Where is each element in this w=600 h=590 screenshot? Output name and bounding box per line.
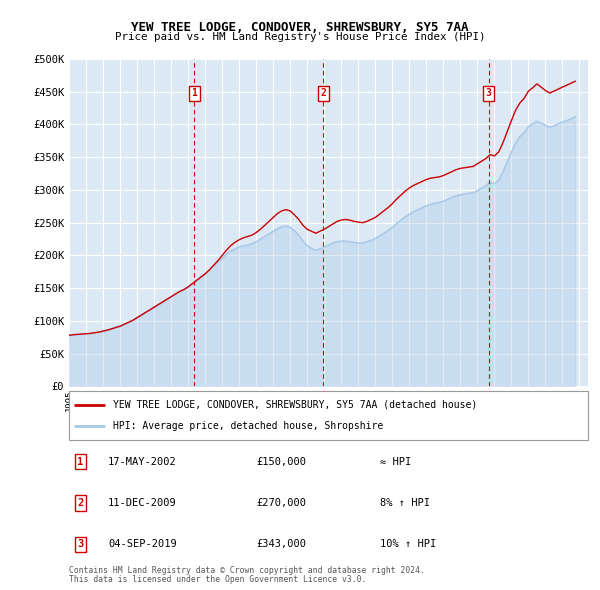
Text: 1: 1: [77, 457, 83, 467]
Text: 8% ↑ HPI: 8% ↑ HPI: [380, 498, 430, 508]
Text: Contains HM Land Registry data © Crown copyright and database right 2024.: Contains HM Land Registry data © Crown c…: [69, 566, 425, 575]
Text: £343,000: £343,000: [256, 539, 306, 549]
Text: YEW TREE LODGE, CONDOVER, SHREWSBURY, SY5 7AA: YEW TREE LODGE, CONDOVER, SHREWSBURY, SY…: [131, 21, 469, 34]
Text: 3: 3: [486, 88, 492, 99]
Text: 3: 3: [77, 539, 83, 549]
Text: 2: 2: [320, 88, 326, 99]
Text: 11-DEC-2009: 11-DEC-2009: [108, 498, 176, 508]
Text: 1: 1: [191, 88, 197, 99]
Text: 17-MAY-2002: 17-MAY-2002: [108, 457, 176, 467]
Text: 10% ↑ HPI: 10% ↑ HPI: [380, 539, 437, 549]
Text: 2: 2: [77, 498, 83, 508]
Text: This data is licensed under the Open Government Licence v3.0.: This data is licensed under the Open Gov…: [69, 575, 367, 584]
Text: ≈ HPI: ≈ HPI: [380, 457, 412, 467]
Text: £150,000: £150,000: [256, 457, 306, 467]
Text: HPI: Average price, detached house, Shropshire: HPI: Average price, detached house, Shro…: [113, 421, 383, 431]
Text: YEW TREE LODGE, CONDOVER, SHREWSBURY, SY5 7AA (detached house): YEW TREE LODGE, CONDOVER, SHREWSBURY, SY…: [113, 399, 478, 409]
Text: 04-SEP-2019: 04-SEP-2019: [108, 539, 176, 549]
Text: £270,000: £270,000: [256, 498, 306, 508]
FancyBboxPatch shape: [69, 391, 588, 440]
Text: Price paid vs. HM Land Registry's House Price Index (HPI): Price paid vs. HM Land Registry's House …: [115, 32, 485, 42]
